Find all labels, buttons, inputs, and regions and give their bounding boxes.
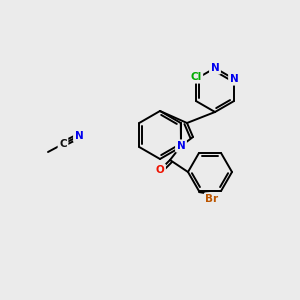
Text: Cl: Cl xyxy=(190,72,202,82)
Text: N: N xyxy=(75,131,83,141)
Text: O: O xyxy=(156,165,164,175)
Text: N: N xyxy=(177,141,185,151)
Text: N: N xyxy=(211,63,219,73)
Text: C: C xyxy=(59,139,67,149)
Text: N: N xyxy=(230,74,239,84)
Text: Br: Br xyxy=(206,194,219,204)
